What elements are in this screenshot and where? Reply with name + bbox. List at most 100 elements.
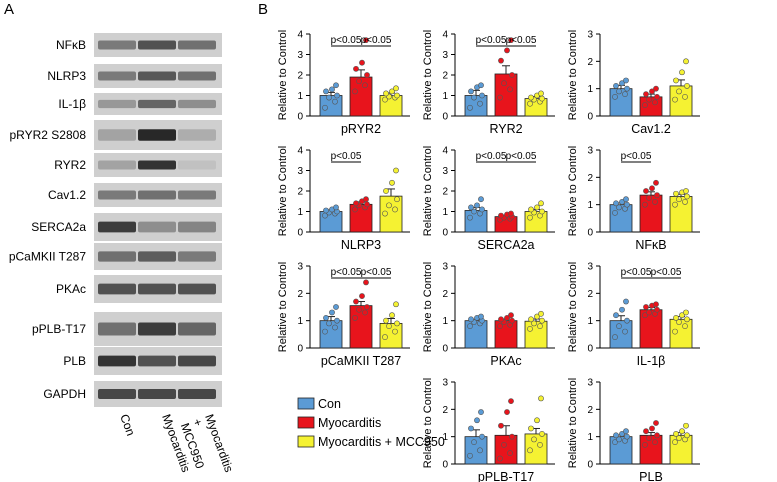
data-point — [613, 432, 619, 439]
data-point — [673, 315, 679, 321]
data-point — [323, 207, 329, 214]
y-tick-label: 0 — [442, 344, 448, 355]
y-tick-label: 0 — [442, 112, 448, 123]
blot-label: NFκB — [56, 38, 86, 52]
data-point — [497, 94, 503, 101]
blot-label: IL-1β — [58, 97, 86, 111]
data-point — [478, 313, 484, 320]
data-point — [538, 310, 544, 317]
data-point — [478, 409, 484, 415]
y-tick-label: 1 — [297, 316, 303, 327]
data-point — [683, 309, 689, 316]
y-tick-label: 1 — [587, 200, 593, 211]
chart-title: PKAc — [490, 354, 521, 368]
blot-band — [138, 190, 176, 200]
data-point — [673, 77, 679, 84]
blot-band — [98, 160, 136, 170]
y-tick-label: 0 — [297, 228, 303, 239]
data-point — [509, 72, 515, 78]
y-tick-label: 2 — [442, 187, 448, 198]
data-point — [673, 190, 679, 197]
data-point — [364, 72, 370, 78]
blot-label: SERCA2a — [31, 220, 86, 234]
blot-band — [98, 99, 136, 109]
data-point — [509, 433, 515, 440]
data-point — [676, 319, 682, 325]
chart-title: PLB — [639, 470, 663, 482]
data-point — [649, 185, 655, 192]
data-point — [322, 104, 328, 111]
panel-a-label: A — [4, 1, 14, 18]
chart-title: IL-1β — [637, 354, 666, 368]
legend-swatch — [297, 397, 315, 410]
data-point — [352, 315, 358, 321]
blot-band — [138, 251, 176, 262]
data-point — [471, 208, 477, 215]
blot-strip — [94, 120, 222, 150]
data-point — [612, 439, 618, 446]
blot-band — [178, 160, 216, 170]
blot-band — [138, 283, 176, 295]
y-axis-label: Relative to Control — [422, 262, 434, 353]
data-point — [498, 316, 504, 323]
y-tick-label: 4 — [297, 146, 303, 157]
blot-label: PKAc — [56, 282, 86, 296]
blot-strip — [94, 93, 222, 115]
data-point — [498, 212, 504, 219]
data-point — [537, 323, 543, 330]
data-point — [352, 88, 358, 95]
data-point — [362, 309, 368, 316]
y-tick-label: 3 — [587, 378, 593, 389]
data-point — [619, 306, 625, 313]
legend-label: Myocarditis — [318, 416, 381, 430]
y-tick-label: 0 — [442, 460, 448, 471]
blot-strip — [94, 312, 222, 346]
data-point — [624, 201, 630, 208]
data-point — [468, 88, 474, 95]
data-point — [468, 204, 474, 211]
chart-8: 0 1 2 3 Relative to Control p<0.05 p<0.05 IL-1β — [567, 262, 700, 368]
data-point — [531, 320, 537, 327]
data-point — [684, 316, 690, 323]
data-point — [479, 92, 485, 99]
data-point — [539, 95, 545, 102]
chart-10: 0 1 2 3 Relative to Control PLB — [567, 378, 700, 482]
data-point — [332, 98, 338, 105]
blot-band — [138, 40, 176, 50]
data-point — [649, 425, 655, 432]
chart-1: 0 1 2 3 4 Relative to Control p<0.05 p<0.05 RYR2 — [422, 30, 555, 136]
data-point — [539, 208, 545, 215]
y-tick-label: 2 — [297, 289, 303, 300]
data-point — [471, 439, 477, 446]
chart-title: RYR2 — [489, 122, 522, 136]
data-point — [353, 298, 359, 305]
blot-band — [138, 355, 176, 367]
data-point — [673, 431, 679, 437]
y-tick-label: 1 — [442, 432, 448, 443]
data-point — [467, 104, 473, 111]
data-point — [652, 199, 658, 205]
y-tick-label: 4 — [297, 30, 303, 41]
data-point — [683, 422, 689, 429]
data-point — [613, 312, 619, 319]
data-point — [619, 199, 625, 205]
data-point — [394, 196, 400, 203]
data-point — [468, 425, 474, 432]
blot-band — [138, 221, 176, 233]
lane-label-line: Con — [117, 412, 138, 437]
y-tick-label: 4 — [442, 146, 448, 157]
data-point — [538, 395, 544, 402]
blot-band — [98, 283, 136, 295]
y-tick-label: 2 — [442, 71, 448, 82]
data-point — [672, 439, 678, 446]
y-axis-label: Relative to Control — [567, 262, 579, 353]
data-point — [333, 204, 339, 211]
chart-4: 0 1 2 3 4 Relative to Control p<0.05 p<0.05 SERC… — [422, 146, 555, 252]
blot-strip — [94, 64, 222, 88]
blot-band — [178, 389, 216, 399]
data-point — [356, 78, 362, 85]
data-point — [676, 196, 682, 203]
data-point — [322, 328, 328, 335]
data-point — [527, 447, 533, 454]
